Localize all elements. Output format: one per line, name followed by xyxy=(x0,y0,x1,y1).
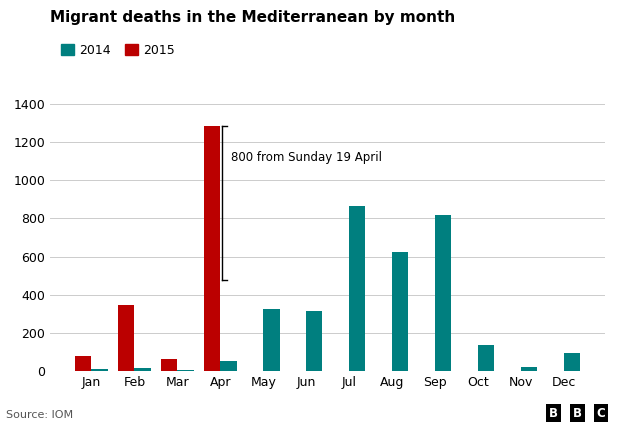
Bar xyxy=(263,309,280,371)
Legend: 2014, 2015: 2014, 2015 xyxy=(56,39,180,62)
Bar xyxy=(220,361,236,371)
Bar xyxy=(349,206,366,371)
Text: Source: IOM: Source: IOM xyxy=(6,410,74,420)
Bar xyxy=(204,127,220,371)
Text: B: B xyxy=(549,407,558,420)
Text: Migrant deaths in the Mediterranean by month: Migrant deaths in the Mediterranean by m… xyxy=(50,10,455,25)
Text: 800 from Sunday 19 April: 800 from Sunday 19 April xyxy=(232,151,383,164)
Bar xyxy=(306,311,323,371)
Text: C: C xyxy=(597,407,605,420)
Bar xyxy=(75,356,92,371)
Bar xyxy=(563,353,580,371)
Bar xyxy=(435,216,451,371)
Bar xyxy=(118,306,134,371)
Text: B: B xyxy=(573,407,582,420)
Bar xyxy=(478,345,494,371)
Bar xyxy=(92,369,108,371)
Bar xyxy=(392,252,408,371)
Bar xyxy=(134,368,151,371)
Bar xyxy=(521,367,537,371)
Bar xyxy=(161,359,177,371)
